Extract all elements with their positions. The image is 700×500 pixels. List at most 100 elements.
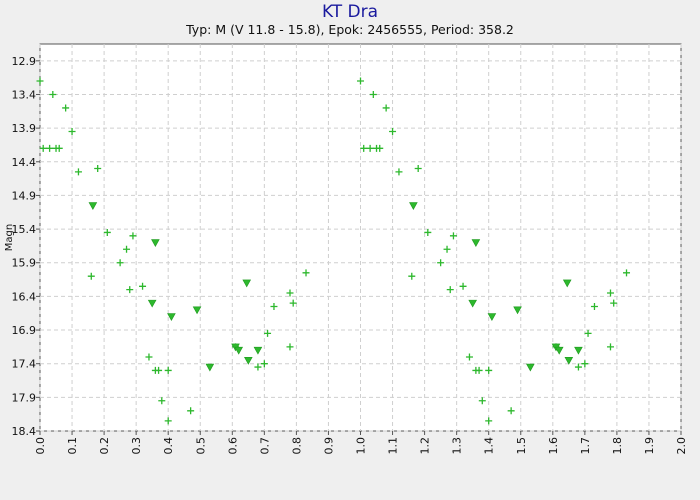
plus-marker xyxy=(475,366,483,374)
plus-marker xyxy=(360,144,368,152)
x-tick-label: 0.1 xyxy=(66,437,79,455)
y-tick-label: 13.4 xyxy=(12,88,37,101)
plus-marker xyxy=(39,144,47,152)
plus-marker xyxy=(610,299,618,307)
plus-marker xyxy=(446,286,454,294)
plus-marker xyxy=(87,272,95,280)
plus-marker xyxy=(164,417,172,425)
plus-marker xyxy=(424,228,432,236)
y-tick-label: 17.9 xyxy=(12,391,37,404)
plus-marker xyxy=(443,245,451,253)
plus-marker xyxy=(408,272,416,280)
plus-marker xyxy=(606,343,614,351)
triangle-marker xyxy=(147,299,157,308)
y-tick-label: 13.9 xyxy=(12,122,37,135)
triangle-marker xyxy=(151,239,160,247)
plus-marker xyxy=(507,407,515,415)
triangle-marker xyxy=(564,357,574,365)
plus-marker xyxy=(46,144,54,152)
x-tick-label: 0.3 xyxy=(130,437,143,455)
x-tick-label: 1.4 xyxy=(483,437,496,455)
plus-marker xyxy=(574,363,582,371)
plus-marker xyxy=(116,259,124,267)
x-tick-label: 0.5 xyxy=(194,437,207,455)
x-tick-label: 1.8 xyxy=(611,437,624,455)
axis-ticks: 0.0 0.1 0.2 0.3 0.4 0.5 0.6 0.7 0.8 0.9 1.0 1.1 1.2 1… xyxy=(12,55,689,455)
plus-marker xyxy=(584,329,592,337)
plus-marker xyxy=(366,144,374,152)
plus-marker xyxy=(485,366,493,374)
plus-marker xyxy=(62,104,70,112)
chart-subtitle: Typ: M (V 11.8 - 15.8), Epok: 2456555, P… xyxy=(186,22,514,37)
x-tick-label: 0.9 xyxy=(322,437,335,455)
x-tick-label: 1.5 xyxy=(515,437,528,455)
plus-marker xyxy=(395,168,403,176)
x-tick-label: 0.8 xyxy=(290,437,303,455)
plus-marker xyxy=(382,104,390,112)
triangle-marker xyxy=(562,279,572,288)
triangle-marker xyxy=(88,202,98,210)
triangle-marker xyxy=(242,279,252,288)
plus-marker xyxy=(437,259,445,267)
plus-marker xyxy=(94,165,102,173)
plus-marker xyxy=(465,353,473,361)
plus-marker xyxy=(369,90,377,98)
plus-marker xyxy=(289,299,297,307)
plus-marker xyxy=(264,329,272,337)
x-tick-label: 0.7 xyxy=(258,437,271,455)
triangle-marker xyxy=(468,299,477,308)
triangle-marker xyxy=(409,202,418,210)
plus-marker xyxy=(155,366,163,374)
triangle-marker xyxy=(554,346,564,355)
plus-marker xyxy=(123,245,131,253)
plus-marker xyxy=(139,282,147,290)
plus-marker xyxy=(36,77,44,85)
x-tick-label: 1.6 xyxy=(547,437,560,455)
x-tick-label: 2.0 xyxy=(675,437,688,455)
triangle-marker xyxy=(167,313,176,321)
plus-marker xyxy=(459,282,467,290)
x-tick-label: 1.2 xyxy=(419,437,432,455)
y-tick-label: 17.4 xyxy=(12,358,37,371)
plus-marker xyxy=(606,289,614,297)
plus-marker xyxy=(389,127,397,135)
plus-marker xyxy=(126,286,134,294)
x-tick-label: 1.9 xyxy=(643,437,656,455)
y-axis-title: Magn xyxy=(4,224,15,251)
plus-marker xyxy=(581,360,589,368)
triangle-marker xyxy=(526,363,535,372)
plus-marker xyxy=(164,366,172,374)
plus-marker xyxy=(590,302,598,310)
plus-marker xyxy=(270,302,278,310)
plus-marker xyxy=(302,269,310,277)
triangle-marker xyxy=(205,363,215,372)
x-tick-label: 0.6 xyxy=(226,437,239,455)
plus-marker xyxy=(145,353,153,361)
plus-marker xyxy=(260,360,268,368)
y-tick-label: 12.9 xyxy=(12,55,37,68)
triangle-marker xyxy=(513,306,522,315)
plus-marker xyxy=(129,232,137,240)
x-tick-label: 1.7 xyxy=(579,437,592,455)
x-tick-label: 0.2 xyxy=(98,437,111,455)
plus-marker xyxy=(357,77,364,85)
plus-marker xyxy=(103,228,111,236)
x-tick-label: 0.0 xyxy=(34,437,47,455)
plus-marker xyxy=(49,90,57,98)
triangle-marker xyxy=(244,357,253,365)
data-points xyxy=(36,77,631,425)
plus-marker xyxy=(254,363,262,371)
plus-marker xyxy=(55,144,63,152)
triangle-marker xyxy=(253,346,263,355)
x-tick-label: 1.1 xyxy=(387,437,400,455)
y-tick-label: 15.9 xyxy=(12,257,37,270)
plus-marker xyxy=(414,165,422,173)
plus-marker xyxy=(376,144,384,152)
triangle-marker xyxy=(471,239,481,247)
y-tick-label: 14.9 xyxy=(12,189,37,202)
plus-marker xyxy=(286,289,294,297)
triangle-marker xyxy=(192,306,202,315)
plus-marker xyxy=(623,269,631,277)
